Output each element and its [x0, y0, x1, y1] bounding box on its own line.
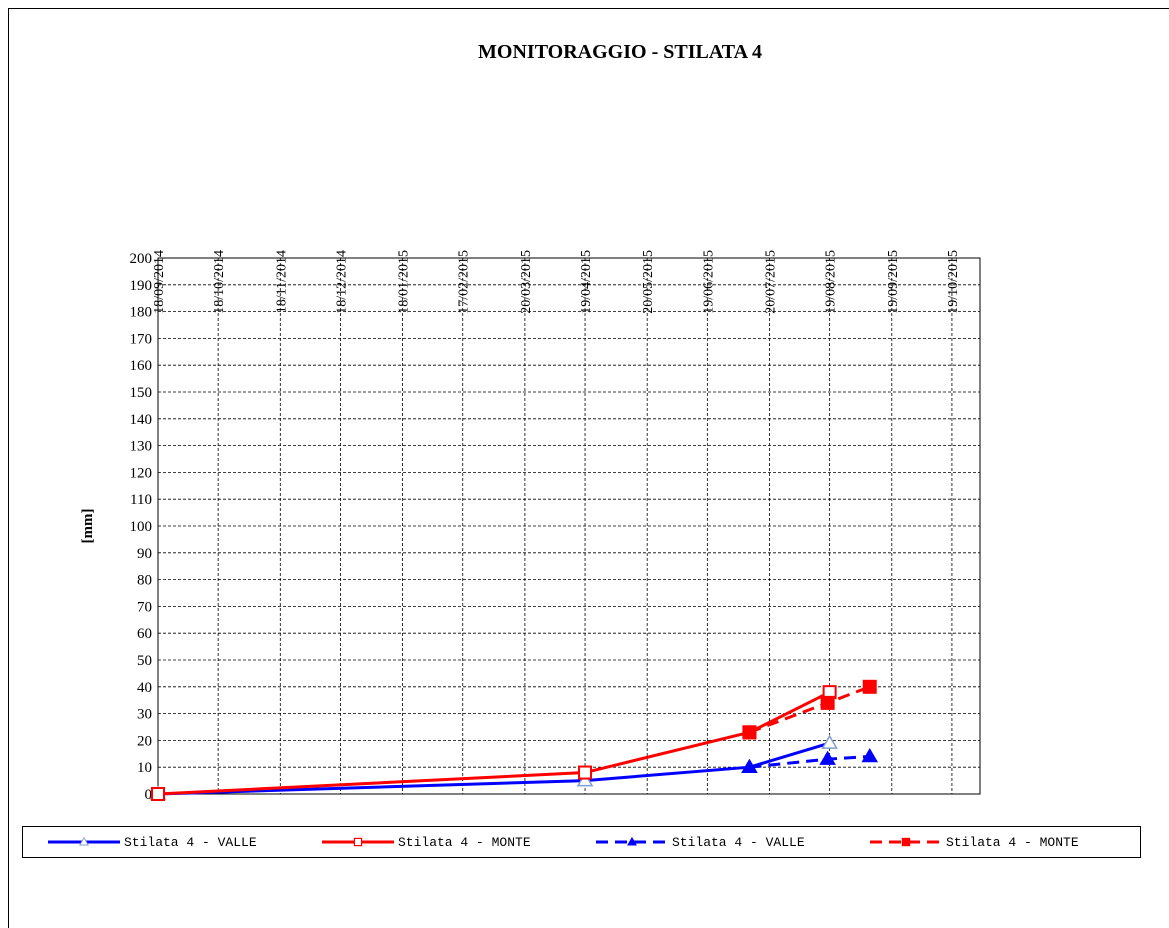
x-tick-label: 20/05/2015: [641, 250, 656, 314]
data-point: [821, 734, 838, 749]
x-tick-label: 20/07/2015: [763, 250, 778, 314]
y-tick-label: 120: [130, 465, 153, 481]
y-tick-label: 190: [130, 278, 153, 294]
y-tick-label: 130: [130, 439, 153, 455]
data-point: [576, 772, 594, 787]
plot-area: [157, 257, 981, 795]
data-point: [578, 765, 593, 780]
y-tick-label: 170: [130, 331, 153, 347]
y-tick-label: 10: [137, 760, 152, 776]
y-tick-label: 70: [137, 599, 152, 615]
y-tick-label: 150: [130, 385, 153, 401]
x-tick-label: 19/06/2015: [701, 250, 716, 314]
x-tick-label: 18/11/2014: [274, 250, 289, 313]
legend-marker: [353, 837, 363, 847]
x-tick-label: 18/09/2014: [152, 250, 167, 314]
y-axis-label: [mm]: [80, 509, 96, 544]
y-tick-label: 100: [130, 519, 153, 535]
data-point: [742, 725, 757, 740]
x-tick-label: 18/12/2014: [334, 250, 349, 314]
y-tick-label: 200: [130, 251, 153, 267]
y-tick-label: 50: [137, 653, 152, 669]
series-line: [157, 690, 831, 796]
y-tick-label: 90: [137, 546, 152, 562]
x-tick-label: 19/08/2015: [824, 250, 839, 314]
x-tick-label: 18/10/2014: [212, 250, 227, 314]
chart-title: MONITORAGGIO - STILATA 4: [478, 41, 762, 63]
data-point: [151, 787, 165, 801]
legend-marker: [627, 836, 637, 846]
x-tick-label: 19/10/2015: [946, 250, 961, 314]
y-tick-label: 60: [137, 626, 152, 642]
x-tick-label: 17/02/2015: [457, 250, 472, 314]
data-point: [862, 679, 877, 694]
y-tick-label: 140: [130, 412, 153, 428]
legend-marker: [79, 836, 89, 846]
x-tick-label: 18/01/2015: [397, 250, 412, 314]
data-point: [861, 747, 879, 763]
data-point: [819, 750, 836, 765]
y-tick-label: 40: [137, 680, 152, 696]
y-tick-label: 110: [130, 492, 152, 508]
y-tick-label: 80: [137, 573, 152, 589]
x-tick-label: 20/03/2015: [519, 250, 534, 314]
frame: [8, 8, 1169, 928]
legend-label: Stilata 4 - VALLE: [124, 835, 257, 850]
data-point: [820, 695, 835, 710]
x-tick-label: 19/09/2015: [886, 250, 901, 314]
y-tick-label: 160: [130, 358, 153, 374]
legend-marker: [901, 837, 911, 847]
y-tick-label: 20: [137, 733, 152, 749]
legend-label: Stilata 4 - VALLE: [672, 835, 805, 850]
legend-label: Stilata 4 - MONTE: [946, 835, 1079, 850]
legend-box: [22, 826, 1141, 858]
x-tick-label: 19/04/2015: [579, 250, 594, 314]
series-line: [748, 685, 871, 734]
legend-label: Stilata 4 - MONTE: [398, 835, 531, 850]
y-tick-label: 30: [137, 707, 152, 723]
series-line: [157, 741, 831, 796]
y-tick-label: 0: [145, 787, 153, 803]
data-point: [741, 758, 758, 773]
y-tick-label: 180: [130, 305, 153, 321]
